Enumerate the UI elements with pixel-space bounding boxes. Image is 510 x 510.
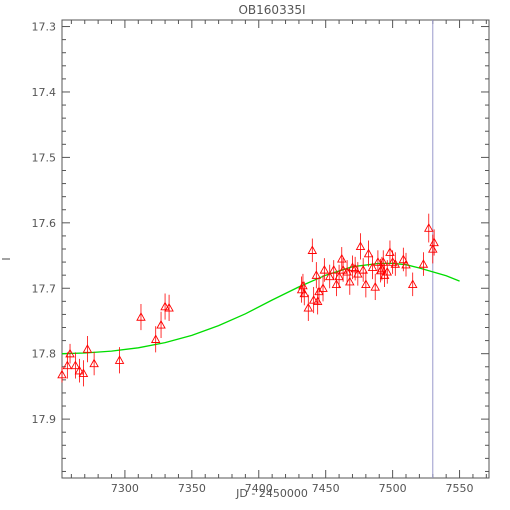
data-point: [74, 365, 85, 375]
x-tick-label: 7550: [446, 482, 474, 495]
data-point: [373, 257, 383, 266]
plot-frame: [61, 19, 490, 479]
y-tick-label: 17.7: [32, 282, 57, 295]
x-tick-label: 7300: [111, 482, 139, 495]
data-point: [336, 253, 347, 263]
chart-title: OB160335I: [238, 3, 305, 17]
data-point: [89, 358, 99, 368]
plot-area: 7300 7350 7400 7450 7500 7550 17.3 17.4 17.5 17.6…: [32, 19, 490, 495]
data-point: [370, 282, 380, 291]
data-point: [350, 263, 360, 273]
data-point: [62, 360, 73, 370]
data-point: [324, 271, 335, 281]
data-point: [345, 276, 355, 286]
data-point: [312, 296, 323, 305]
data-point: [385, 247, 395, 256]
data-point: [136, 312, 146, 321]
y-tick-label: 17.9: [32, 413, 57, 426]
data-point: [57, 369, 67, 379]
data-point: [361, 279, 371, 288]
y-tick-label: 17.5: [32, 151, 57, 164]
x-tick-label: 7400: [245, 482, 273, 495]
data-point: [70, 360, 81, 370]
y-tick-label: 17.6: [32, 217, 57, 230]
data-point: [114, 355, 125, 364]
data-point: [82, 344, 93, 353]
data-point: [367, 262, 378, 271]
data-point: [363, 248, 374, 258]
data-point: [311, 270, 322, 279]
data-point: [331, 279, 342, 288]
data-point: [377, 263, 387, 273]
data-point: [334, 271, 344, 281]
data-point: [429, 237, 439, 247]
data-point: [65, 348, 75, 358]
data-point: [390, 259, 401, 268]
data-point: [164, 302, 174, 312]
model-fit-curve: [61, 262, 460, 355]
data-point: [358, 265, 368, 274]
data-point: [338, 265, 348, 274]
x-axis-label: JD - 2450000: [235, 487, 308, 500]
data-point: [308, 295, 319, 304]
data-point: [318, 283, 328, 292]
data-point: [298, 280, 308, 290]
data-point: [347, 262, 358, 271]
data-point: [378, 257, 389, 266]
data-point: [398, 254, 409, 264]
data-point: [328, 265, 339, 274]
y-tick-label: 17.8: [32, 348, 57, 361]
x-tick-label: 7450: [312, 482, 340, 495]
data-point: [401, 259, 411, 269]
data-point: [156, 319, 166, 329]
data-point: [319, 265, 330, 274]
data-point: [428, 244, 438, 253]
data-point: [355, 241, 366, 251]
data-point: [418, 259, 429, 268]
data-point: [160, 301, 170, 311]
y-tick-label: 17.3: [32, 21, 57, 34]
data-point: [78, 368, 89, 377]
data-point: [150, 334, 161, 343]
y-tick-label: 17.4: [32, 86, 57, 99]
data-point: [342, 266, 352, 276]
data-point: [303, 302, 314, 312]
y-axis-label: I: [0, 257, 13, 260]
data-point: [307, 245, 318, 254]
data-point: [424, 223, 434, 232]
data-point: [407, 279, 418, 288]
x-tick-label: 7350: [178, 482, 206, 495]
data-point: [382, 266, 393, 276]
data-point: [299, 288, 310, 298]
x-tick-label: 7500: [379, 482, 407, 495]
